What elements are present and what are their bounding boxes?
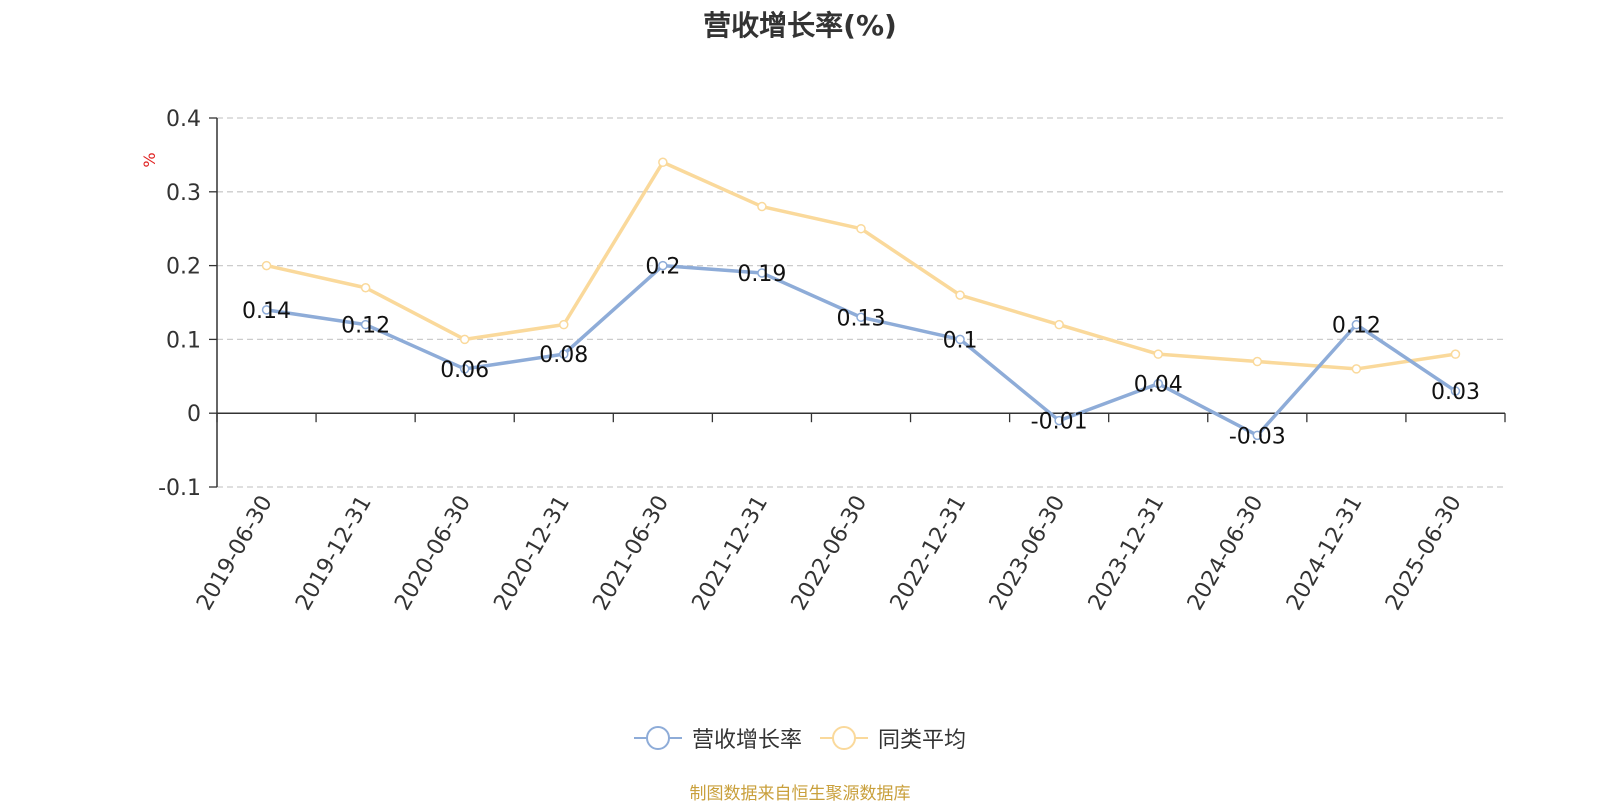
- data-labels: 0.14 0.12 0.06 0.08 0.2 0.19 0.13 0.1 -0.01 0.04 -…: [242, 255, 1480, 450]
- series-1-point[interactable]: [1351, 319, 1362, 330]
- data-label: 0.04: [1134, 373, 1183, 398]
- x-tick-label: 2024-12-31: [1282, 492, 1368, 615]
- data-label: 0.14: [242, 299, 291, 324]
- series-2-point[interactable]: [459, 334, 470, 345]
- legend-line-circle-icon: [820, 726, 868, 750]
- series-1-point[interactable]: [261, 305, 272, 315]
- data-label: -0.03: [1229, 424, 1286, 449]
- x-tick-label: 2024-06-30: [1183, 492, 1269, 615]
- legend-item-series-1[interactable]: 营收增长率: [633, 722, 802, 754]
- data-label: 0.06: [440, 358, 489, 383]
- series-2-point[interactable]: [955, 290, 965, 300]
- y-tick-label: 0.1: [166, 328, 201, 353]
- data-label: 0.13: [837, 306, 886, 331]
- series-2-point[interactable]: [856, 223, 866, 234]
- grid-lines: [217, 117, 1505, 488]
- y-tick-label: 0: [187, 402, 201, 427]
- series-2-point[interactable]: [1054, 319, 1064, 330]
- series-1-point[interactable]: [459, 364, 470, 374]
- y-tick-label: 0.2: [166, 255, 201, 280]
- x-tick-label: 2023-06-30: [985, 492, 1071, 615]
- series-2-point[interactable]: [658, 157, 668, 168]
- x-tick-label: 2023-12-31: [1084, 492, 1170, 615]
- x-tick-label: 2019-06-30: [192, 492, 278, 615]
- x-tick-label: 2025-06-30: [1381, 492, 1467, 615]
- data-label: 0.08: [539, 343, 588, 368]
- series-1-point[interactable]: [658, 260, 668, 271]
- series-2-point[interactable]: [757, 201, 767, 212]
- data-label: 0.1: [943, 328, 978, 353]
- x-tick-label: 2020-06-30: [390, 492, 476, 615]
- data-label: 0.12: [341, 314, 390, 339]
- data-label: 0.12: [1332, 314, 1381, 339]
- series-line-1: [266, 263, 1457, 438]
- series-2-point[interactable]: [360, 282, 371, 293]
- series-1-point[interactable]: [1153, 378, 1163, 389]
- series-2-point[interactable]: [1351, 364, 1362, 374]
- x-tick-label: 2021-12-31: [688, 492, 774, 615]
- x-tick-label: 2022-12-31: [886, 492, 972, 615]
- series-1-point[interactable]: [559, 349, 569, 359]
- series-2-point[interactable]: [559, 319, 569, 330]
- legend-label-series-2: 同类平均: [878, 728, 967, 753]
- series-2-point[interactable]: [1450, 349, 1461, 359]
- x-tick-label: 2020-12-31: [489, 492, 575, 615]
- legend-line-circle-icon: [633, 726, 682, 750]
- legend: 营收增长率 同类平均: [0, 722, 1600, 754]
- series-1-point[interactable]: [1252, 430, 1263, 441]
- data-label: 0.03: [1431, 380, 1480, 405]
- y-tick-label: 0.4: [166, 107, 201, 132]
- data-label: 0.19: [737, 262, 786, 287]
- source-note: 制图数据来自恒生聚源数据库: [689, 784, 911, 804]
- legend-label-series-1: 营收增长率: [691, 728, 802, 753]
- data-label: 0.2: [645, 255, 680, 280]
- x-tick-label: 2019-12-31: [291, 492, 377, 615]
- series-1-point[interactable]: [955, 334, 965, 345]
- series-1-point[interactable]: [757, 268, 767, 278]
- series-2-point[interactable]: [1153, 349, 1163, 359]
- series-2-point[interactable]: [261, 260, 272, 271]
- x-tick-label: 2022-06-30: [787, 492, 873, 615]
- series-1-point[interactable]: [1054, 415, 1064, 426]
- series-1-point[interactable]: [360, 319, 371, 330]
- legend-item-series-2[interactable]: 同类平均: [820, 722, 966, 754]
- series-lines: [261, 157, 1461, 441]
- x-tick-label: 2021-06-30: [588, 492, 674, 615]
- y-axis-unit: %: [140, 152, 159, 167]
- series-1-point[interactable]: [856, 312, 866, 323]
- series-2-point[interactable]: [1252, 356, 1263, 367]
- series-1-point[interactable]: [1450, 386, 1461, 396]
- data-label: -0.01: [1031, 410, 1088, 435]
- y-tick-label: -0.1: [158, 476, 201, 501]
- chart-title: 营收增长率(%): [703, 9, 897, 42]
- y-tick-label: 0.3: [166, 181, 201, 206]
